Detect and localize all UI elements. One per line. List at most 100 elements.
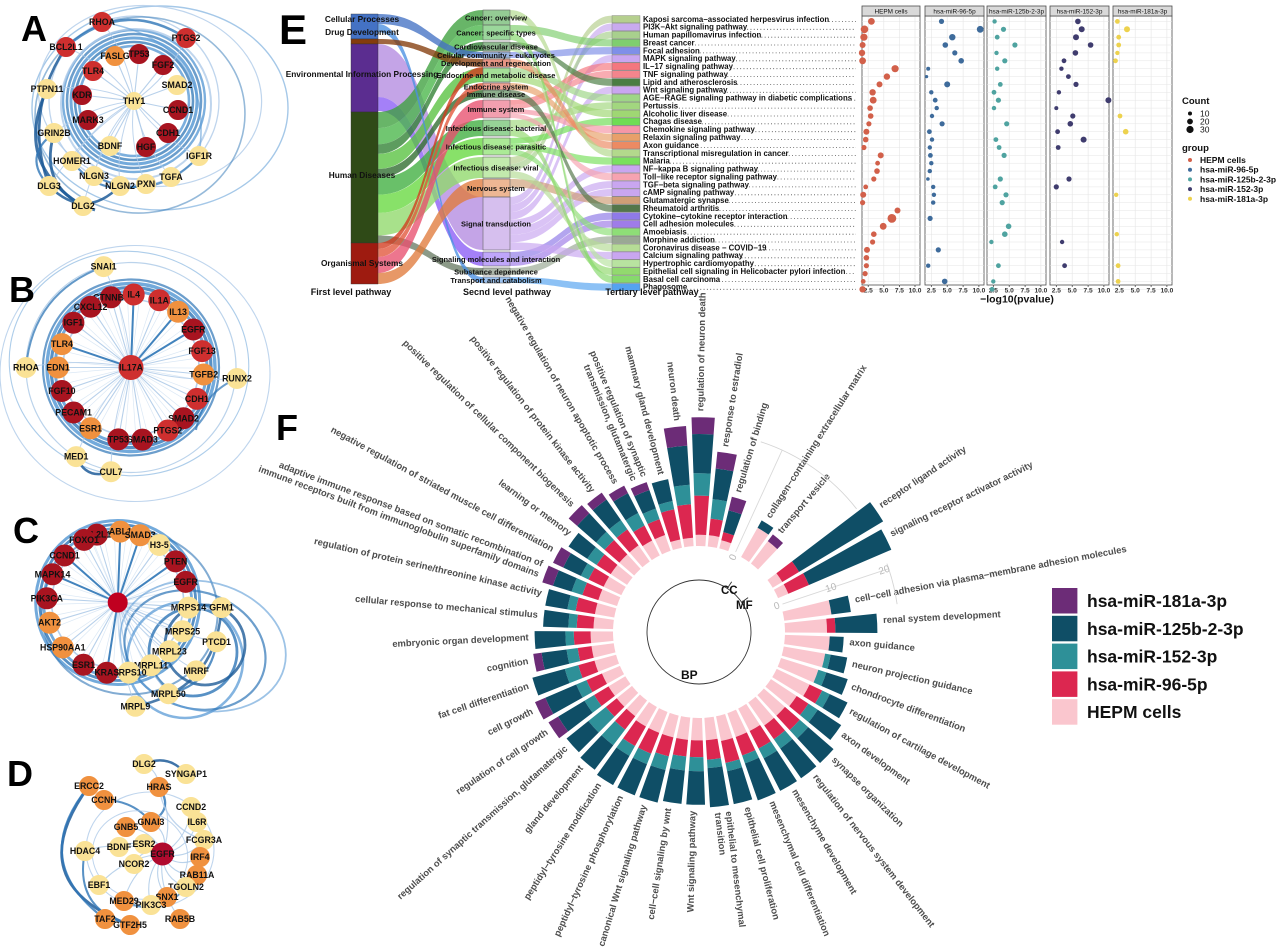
svg-text:HDAC4: HDAC4 [70, 846, 100, 856]
svg-text:signaling receptor activator a: signaling receptor activator activity [888, 458, 1035, 538]
svg-text:TP53: TP53 [108, 435, 129, 445]
svg-text:MRPL50: MRPL50 [151, 689, 186, 699]
svg-text:MAPK14: MAPK14 [35, 569, 71, 579]
svg-text:RHOA: RHOA [13, 363, 40, 373]
svg-text:peptidyl−tyrosine modification: peptidyl−tyrosine modification [521, 780, 603, 901]
svg-text:axon guidance: axon guidance [849, 636, 915, 653]
svg-text:Human Diseases: Human Diseases [329, 170, 396, 180]
svg-text:EDN1: EDN1 [46, 363, 70, 373]
svg-text:ESR1: ESR1 [72, 660, 95, 670]
svg-text:Substance dependence: Substance dependence [454, 267, 538, 276]
svg-text:2.5: 2.5 [927, 288, 936, 295]
svg-text:group: group [1182, 143, 1209, 154]
svg-text:EBF1: EBF1 [88, 880, 111, 890]
svg-text:Epithelial cell signaling in H: Epithelial cell signaling in Helicobacte… [643, 267, 846, 276]
svg-text:5.0: 5.0 [943, 288, 952, 295]
svg-text:cell growth: cell growth [485, 705, 534, 737]
svg-text:30: 30 [1200, 125, 1210, 135]
svg-text:B: B [9, 269, 35, 310]
svg-text:embryonic organ development: embryonic organ development [392, 631, 529, 649]
svg-text:2.5: 2.5 [864, 288, 873, 295]
svg-text:CTNNB1: CTNNB1 [93, 292, 129, 302]
svg-text:TLR4: TLR4 [82, 66, 104, 76]
svg-text:F: F [276, 407, 298, 448]
svg-text:7.5: 7.5 [959, 288, 968, 295]
svg-text:MED29: MED29 [109, 896, 138, 906]
svg-text:hsa-miR-125b-2-3p: hsa-miR-125b-2-3p [989, 9, 1044, 16]
svg-text:D: D [7, 753, 33, 794]
svg-text:5.0: 5.0 [1005, 288, 1014, 295]
svg-text:10.0: 10.0 [1160, 288, 1173, 295]
svg-text:AGE−RAGE signaling pathway in: AGE−RAGE signaling pathway in diabetic c… [643, 94, 853, 103]
svg-text:MARK3: MARK3 [72, 115, 103, 125]
svg-text:Infectious disease: parasitic: Infectious disease: parasitic [446, 142, 546, 151]
svg-text:HEPM cells: HEPM cells [874, 9, 907, 16]
svg-text:Drug Development: Drug Development [325, 27, 399, 37]
svg-text:CCND2: CCND2 [176, 802, 206, 812]
svg-text:TNF signaling pathway: TNF signaling pathway [643, 70, 729, 79]
svg-text:NLGN2: NLGN2 [105, 181, 135, 191]
svg-text:PI3K−Akt signaling pathway: PI3K−Akt signaling pathway [643, 23, 748, 32]
svg-text:Basal cell carcinoma: Basal cell carcinoma [643, 275, 721, 284]
svg-text:Calcium signaling pathway: Calcium signaling pathway [643, 251, 744, 260]
svg-text:FGF13: FGF13 [188, 346, 215, 356]
svg-text:Chagas disease: Chagas disease [643, 117, 703, 126]
svg-text:MRPL23: MRPL23 [152, 646, 187, 656]
svg-text:Hypertrophic cardiomyopathy: Hypertrophic cardiomyopathy [643, 259, 755, 268]
svg-text:PTGS2: PTGS2 [153, 426, 182, 436]
svg-text:PTCD1: PTCD1 [202, 637, 231, 647]
svg-text:MRPS14: MRPS14 [171, 603, 206, 613]
svg-text:PTEN: PTEN [164, 557, 187, 567]
svg-text:ESR1: ESR1 [79, 423, 102, 433]
svg-text:10.0: 10.0 [909, 288, 922, 295]
svg-text:5.0: 5.0 [879, 288, 888, 295]
svg-text:IL4: IL4 [127, 290, 140, 300]
svg-text:PTPN11: PTPN11 [31, 84, 64, 94]
svg-text:7.5: 7.5 [1147, 288, 1156, 295]
svg-text:E: E [279, 6, 307, 53]
svg-text:Secnd level pathway: Secnd level pathway [463, 287, 551, 297]
svg-text:GFM1: GFM1 [209, 603, 234, 613]
svg-text:renal system development: renal system development [883, 608, 1001, 625]
svg-text:HSP90AA1: HSP90AA1 [40, 643, 86, 653]
svg-text:10: 10 [1200, 109, 1210, 119]
svg-text:HGF: HGF [137, 142, 156, 152]
svg-text:Cardiovascular disease: Cardiovascular disease [454, 42, 538, 51]
svg-text:Transcriptional misregulation: Transcriptional misregulation in cancer [643, 149, 789, 158]
svg-text:MRPS10: MRPS10 [111, 668, 146, 678]
svg-text:Focal adhesion: Focal adhesion [643, 46, 700, 55]
svg-text:BP: BP [681, 668, 698, 682]
svg-text:20: 20 [877, 564, 891, 578]
svg-text:Kaposi sarcoma−associated herp: Kaposi sarcoma−associated herpesvirus in… [643, 15, 829, 24]
svg-text:Signal transduction: Signal transduction [461, 219, 531, 228]
svg-text:SNX1: SNX1 [156, 892, 179, 902]
svg-text:hsa-miR-125b-2-3p: hsa-miR-125b-2-3p [1200, 174, 1276, 184]
svg-text:Axon guidance: Axon guidance [643, 141, 700, 150]
svg-text:GNAI3: GNAI3 [138, 817, 165, 827]
svg-text:neuron death: neuron death [665, 361, 683, 422]
svg-text:2.5: 2.5 [1115, 288, 1124, 295]
svg-text:hsa-miR-181a-3p: hsa-miR-181a-3p [1118, 9, 1168, 16]
svg-text:PTGS2: PTGS2 [172, 33, 201, 43]
svg-text:MF: MF [736, 600, 753, 612]
svg-text:Signaling molecules and intera: Signaling molecules and interaction [432, 255, 561, 264]
svg-text:PXN: PXN [137, 179, 155, 189]
svg-text:Pertussis: Pertussis [643, 102, 679, 111]
svg-text:NLGN3: NLGN3 [79, 171, 109, 181]
svg-text:5.0: 5.0 [1068, 288, 1077, 295]
svg-text:cellular response to mechanica: cellular response to mechanical stimulus [355, 593, 539, 620]
svg-text:GNB5: GNB5 [114, 822, 139, 832]
svg-text:THY1: THY1 [123, 96, 146, 106]
svg-text:Amoebiasis: Amoebiasis [643, 228, 687, 237]
svg-text:10.0: 10.0 [1034, 288, 1047, 295]
svg-text:HEPM cells: HEPM cells [1087, 702, 1182, 722]
svg-text:Wnt signaling pathway: Wnt signaling pathway [685, 810, 698, 913]
svg-text:IGF1: IGF1 [64, 318, 84, 328]
svg-text:CXCL12: CXCL12 [74, 302, 108, 312]
svg-text:EGFR: EGFR [181, 325, 206, 335]
svg-text:Endocrine and metabolic diseas: Endocrine and metabolic disease [437, 71, 556, 80]
svg-text:Phagosome: Phagosome [643, 283, 688, 292]
svg-text:hsa-miR-152-3p: hsa-miR-152-3p [1057, 9, 1103, 16]
svg-text:ABL1: ABL1 [109, 527, 132, 537]
svg-text:CCND1: CCND1 [49, 551, 79, 561]
